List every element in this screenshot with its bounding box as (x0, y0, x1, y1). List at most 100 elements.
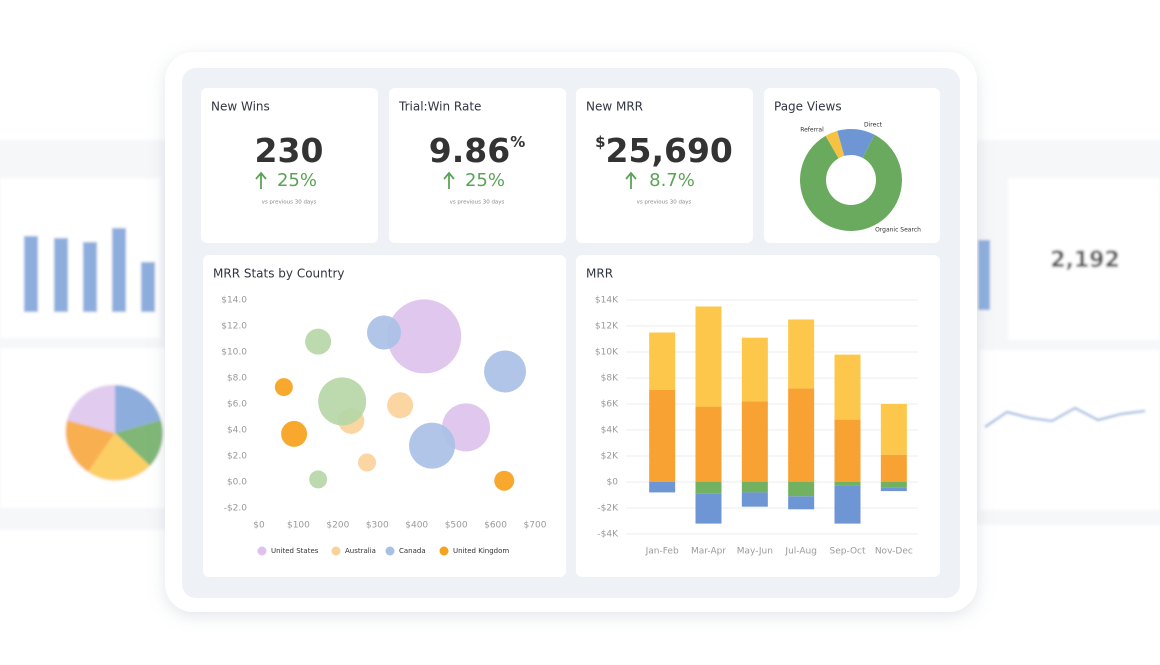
bubble (281, 420, 308, 447)
bar-segment (834, 482, 861, 486)
chart-title: MRR Stats by Country (213, 267, 345, 281)
kpi-prefix: $ (595, 133, 605, 151)
arrow-up-icon (625, 171, 637, 189)
slice-label: Organic Search (875, 227, 921, 234)
chart-title: Page Views (774, 100, 842, 114)
x-tick-label: $200 (326, 521, 349, 531)
bar-segment (649, 482, 676, 493)
y-tick-label: $10.0 (221, 348, 247, 358)
kpi-number: 25,690 (606, 131, 733, 170)
slice-label: Direct (864, 122, 883, 129)
background-right: 2,192 (975, 140, 1160, 525)
card (203, 255, 566, 577)
bar-deco (141, 262, 155, 312)
kpi-value: $25,690 (595, 131, 733, 170)
x-tick-label: Nov-Dec (875, 547, 913, 557)
legend-label: Australia (345, 547, 376, 555)
bar-deco (978, 240, 990, 310)
bar-segment (695, 493, 722, 524)
x-tick-label: $400 (405, 521, 428, 531)
pie-deco (88, 433, 150, 481)
pie-deco (67, 384, 115, 433)
card (576, 88, 753, 243)
bubble (274, 378, 293, 397)
bubble (409, 422, 456, 469)
x-tick-label: $500 (445, 521, 468, 531)
bubble (305, 328, 332, 355)
card (389, 88, 566, 243)
chart-title: MRR (586, 267, 613, 281)
bar-segment (695, 306, 722, 407)
donut-slice (825, 130, 845, 159)
bar-segment (788, 319, 815, 389)
legend-swatch (257, 546, 267, 556)
bubble (318, 377, 367, 426)
x-tick-label: $600 (484, 521, 507, 531)
bar-segment (834, 354, 861, 420)
bar-segment (741, 482, 768, 493)
kpi-title: Trial:Win Rate (398, 100, 481, 114)
bar-deco (54, 238, 68, 312)
legend-swatch (331, 546, 341, 556)
bar-segment (649, 332, 676, 390)
x-tick-label: May-Jun (737, 547, 773, 557)
y-tick-label: -$2K (597, 504, 619, 514)
background-kpi: 2,192 (1050, 248, 1120, 273)
legend-swatch (385, 546, 395, 556)
y-tick-label: $0 (607, 478, 619, 488)
kpi-change: 25% (465, 170, 505, 191)
y-tick-label: $10K (595, 348, 619, 358)
kpi-number: 9.86 (429, 131, 510, 170)
y-tick-label: $12.0 (221, 322, 247, 332)
kpi-title: New MRR (586, 100, 643, 114)
bar-segment (880, 454, 907, 482)
y-tick-label: $4.0 (227, 426, 247, 436)
y-tick-label: $2.0 (227, 452, 247, 462)
bar-segment (741, 337, 768, 402)
bar-segment (788, 482, 815, 497)
kpi-change: 8.7% (649, 170, 695, 191)
y-tick-label: $14K (595, 296, 619, 306)
kpi-unit: % (510, 133, 525, 151)
pie-deco (115, 385, 161, 433)
bar-segment (649, 389, 676, 482)
bar-segment (834, 485, 861, 524)
panel (980, 350, 1160, 510)
bar-segment (695, 406, 722, 482)
y-tick-label: $14.0 (221, 296, 247, 306)
x-tick-label: Jul-Aug (784, 547, 816, 557)
y-tick-label: -$4K (597, 530, 619, 540)
bubble (484, 350, 527, 393)
bar-segment (834, 419, 861, 482)
donut-slice (837, 128, 875, 158)
line-deco (984, 406, 1146, 428)
slice-label: Referral (800, 127, 824, 134)
y-tick-label: $6.0 (227, 400, 247, 410)
kpi-value: 9.86% (429, 131, 525, 170)
bar-deco (112, 228, 126, 312)
legend-label: United Kingdom (453, 547, 509, 555)
y-tick-label: $6K (601, 400, 619, 410)
pie-deco (65, 420, 115, 472)
y-tick-label: $12K (595, 322, 619, 332)
bar-deco (24, 236, 38, 312)
y-tick-label: $2K (601, 452, 619, 462)
bar-segment (741, 492, 768, 507)
panel (1008, 178, 1160, 340)
bubble (387, 392, 414, 419)
background-left (0, 140, 170, 530)
donut-slice (800, 134, 902, 231)
kpi-number: 230 (255, 131, 324, 170)
y-tick-label: -$2.0 (224, 504, 248, 514)
legend-swatch (439, 546, 449, 556)
x-tick-label: Jan-Feb (645, 547, 679, 557)
bubble (309, 470, 328, 489)
bubble (387, 299, 462, 374)
legend-label: United States (271, 547, 319, 555)
arrow-up-icon (255, 171, 267, 189)
bar-segment (695, 482, 722, 494)
card (201, 88, 378, 243)
y-tick-label: $0.0 (227, 478, 247, 488)
